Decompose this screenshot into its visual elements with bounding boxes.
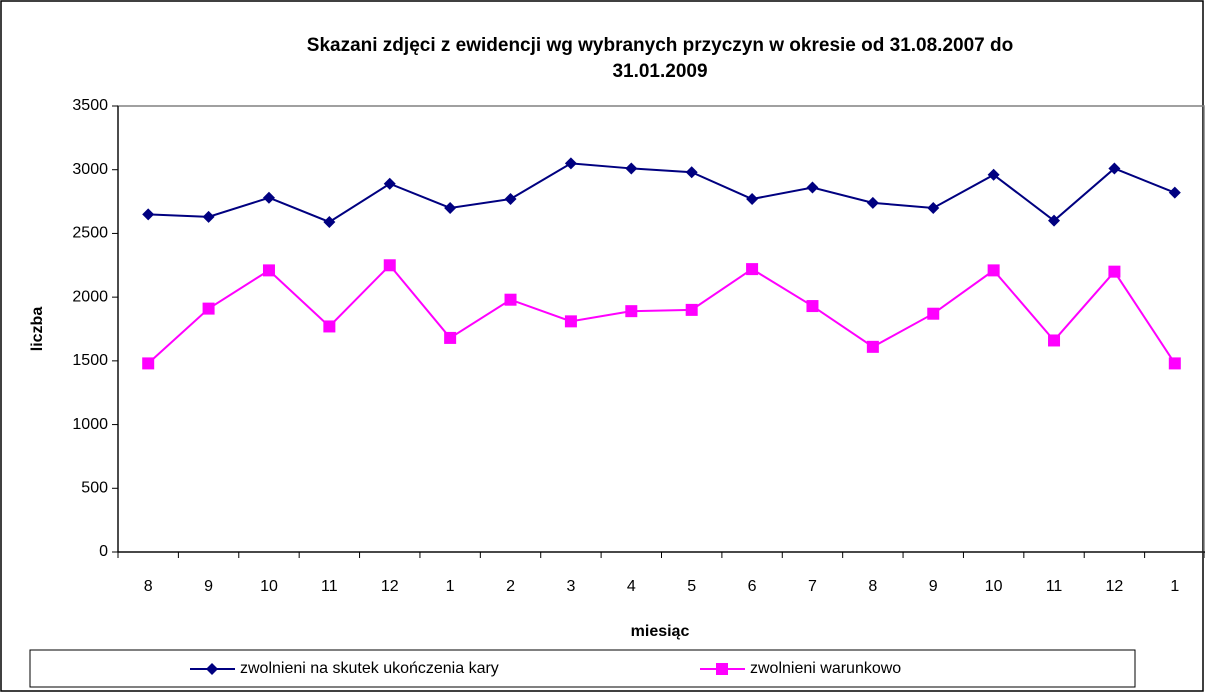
series-line (147, 263, 1176, 365)
point (625, 162, 638, 175)
x-tick-label: 9 (204, 578, 213, 595)
point (987, 264, 1000, 277)
y-tick-label: 1500 (72, 352, 108, 369)
point (716, 663, 728, 675)
x-tick-label: 10 (985, 578, 1003, 595)
x-tick-label: 12 (1106, 578, 1124, 595)
point (1108, 265, 1121, 278)
x-tick-label: 7 (808, 578, 817, 595)
point (383, 259, 396, 272)
point (142, 357, 155, 370)
point (504, 193, 517, 206)
point (746, 263, 759, 276)
point (504, 293, 517, 306)
point (202, 302, 215, 315)
legend-label: zwolnieni na skutek ukończenia kary (240, 660, 499, 677)
point (806, 300, 819, 313)
point (1168, 357, 1181, 370)
point (564, 315, 577, 328)
x-tick-label: 12 (381, 578, 399, 595)
point (323, 320, 336, 333)
y-tick-label: 3500 (72, 97, 108, 114)
point (444, 331, 457, 344)
point (685, 166, 698, 179)
x-tick-label: 1 (1170, 578, 1179, 595)
point (866, 340, 879, 353)
x-tick-label: 11 (321, 578, 338, 595)
x-tick-label: 3 (566, 578, 575, 595)
x-tick-label: 9 (929, 578, 938, 595)
point (1108, 162, 1121, 175)
point (927, 201, 940, 214)
point (866, 196, 879, 209)
point (444, 201, 457, 214)
point (1048, 334, 1061, 347)
point (323, 215, 336, 228)
x-tick-label: 2 (506, 578, 515, 595)
x-tick-label: 10 (260, 578, 278, 595)
x-tick-label: 8 (868, 578, 877, 595)
y-tick-label: 1000 (72, 416, 108, 433)
y-tick-label: 3000 (72, 161, 108, 178)
x-tick-label: 11 (1046, 578, 1063, 595)
x-axis-title: miesiąc (631, 623, 690, 640)
point (262, 191, 275, 204)
point (564, 157, 577, 170)
y-axis-title: liczba (29, 307, 46, 352)
point (625, 305, 638, 318)
point (685, 303, 698, 316)
x-tick-label: 8 (144, 578, 153, 595)
y-tick-label: 2500 (72, 225, 108, 242)
x-tick-label: 6 (748, 578, 757, 595)
x-tick-label: 4 (627, 578, 636, 595)
point (806, 181, 819, 194)
y-tick-label: 500 (81, 480, 108, 497)
chart-title: 31.01.2009 (612, 61, 707, 82)
point (142, 208, 155, 221)
point (383, 177, 396, 190)
point (206, 663, 218, 675)
point (987, 168, 1000, 181)
point (1048, 214, 1061, 227)
y-tick-label: 2000 (72, 288, 108, 305)
legend-label: zwolnieni warunkowo (750, 660, 901, 677)
point (1168, 186, 1181, 199)
series-line (148, 162, 1176, 224)
point (746, 193, 759, 206)
x-tick-label: 5 (687, 578, 696, 595)
point (202, 210, 215, 223)
y-tick-label: 0 (99, 543, 108, 560)
point (927, 307, 940, 320)
x-tick-label: 1 (446, 578, 455, 595)
chart-title: Skazani zdjęci z ewidencji wg wybranych … (307, 35, 1013, 56)
point (262, 264, 275, 277)
